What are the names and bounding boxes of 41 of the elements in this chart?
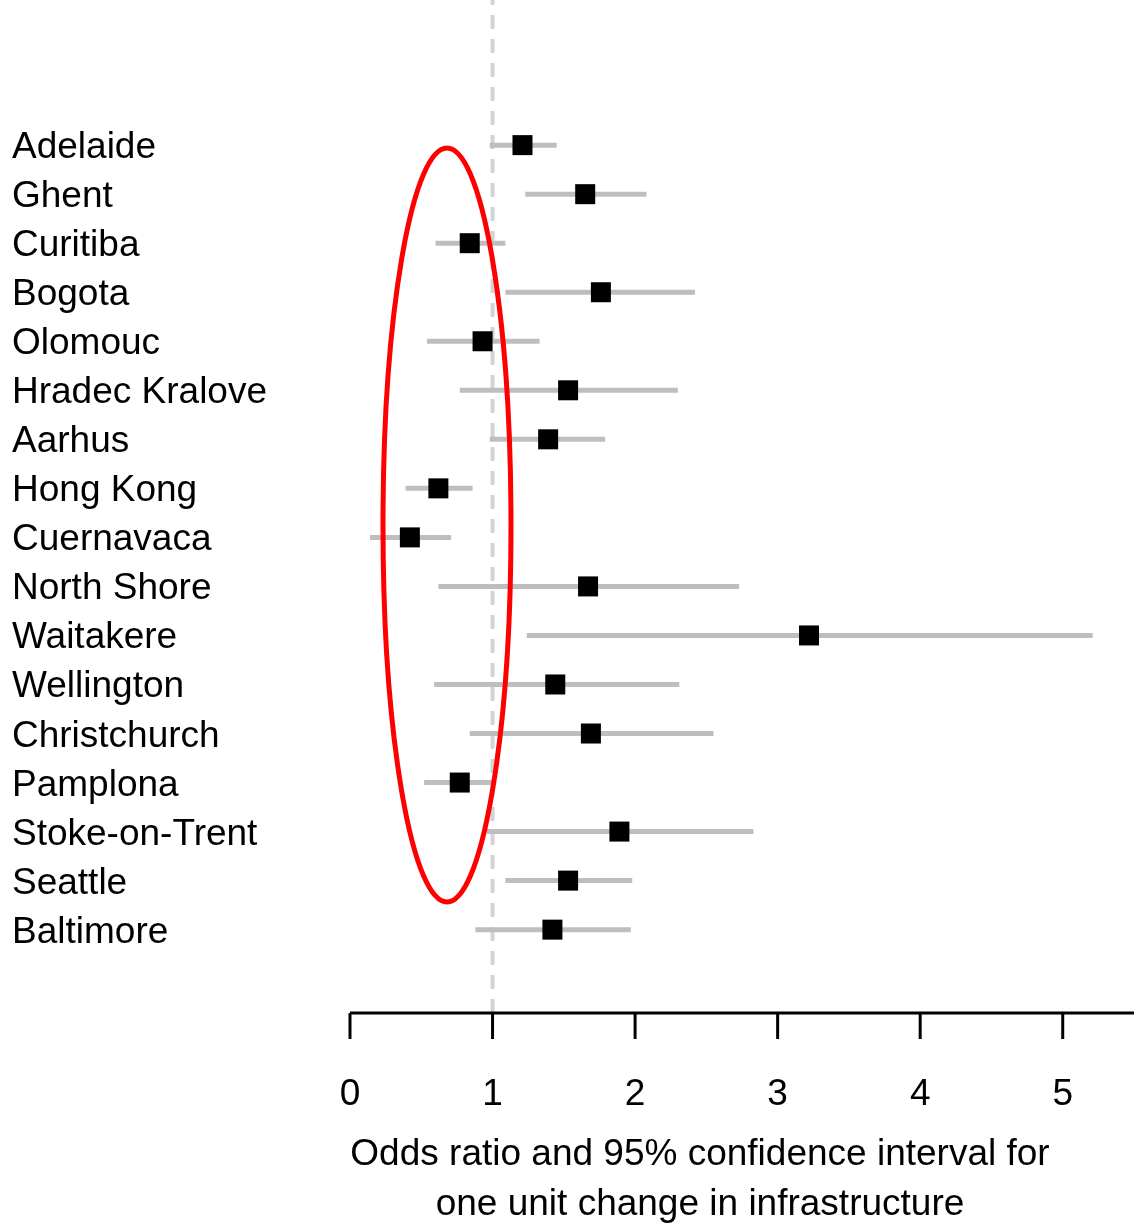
y-tick-label: Waitakere <box>12 615 178 657</box>
x-tick-label: 2 <box>624 1072 646 1114</box>
y-tick-label: Bogota <box>12 272 130 314</box>
point <box>538 429 559 450</box>
y-tick-label: Ghent <box>12 174 114 216</box>
point <box>580 723 601 744</box>
y-tick-label: Curitiba <box>12 223 140 265</box>
y-tick-label: Aarhus <box>12 419 130 461</box>
point <box>609 821 630 842</box>
x-tick-label: 0 <box>339 1072 361 1114</box>
y-tick-label: Pamplona <box>12 762 180 804</box>
point <box>542 919 563 940</box>
y-tick-label: North Shore <box>12 566 212 608</box>
point <box>512 135 533 156</box>
x-tick-label: 1 <box>482 1072 503 1114</box>
x-tick-label: 4 <box>909 1072 931 1114</box>
x-tick-label: 3 <box>767 1072 788 1114</box>
y-tick-label: Wellington <box>12 664 185 706</box>
point <box>558 870 579 891</box>
point <box>799 625 819 646</box>
point <box>578 576 599 597</box>
point <box>472 331 493 352</box>
y-tick-label: Seattle <box>12 860 128 902</box>
x-axis-title: Odds ratio and 95% confidence interval for one unit change in infrastructure <box>350 1132 1050 1223</box>
y-tick-label: Adelaide <box>12 125 157 167</box>
point <box>545 674 566 695</box>
y-tick-label: Hong Kong <box>12 468 198 510</box>
point <box>449 772 470 793</box>
y-tick-label: Baltimore <box>12 909 169 951</box>
y-tick-label: Olomouc <box>12 321 161 363</box>
y-tick-label: Hradec Kralove <box>12 370 268 412</box>
y-tick-label: Cuernavaca <box>12 517 212 559</box>
point <box>590 282 611 303</box>
x-tick-label: 5 <box>1052 1072 1074 1114</box>
point <box>558 380 579 401</box>
point <box>575 184 596 205</box>
point <box>399 527 420 548</box>
y-tick-label: Stoke-on-Trent <box>12 811 259 853</box>
point <box>428 478 449 499</box>
point <box>459 233 480 254</box>
y-tick-label: Christchurch <box>12 713 220 755</box>
